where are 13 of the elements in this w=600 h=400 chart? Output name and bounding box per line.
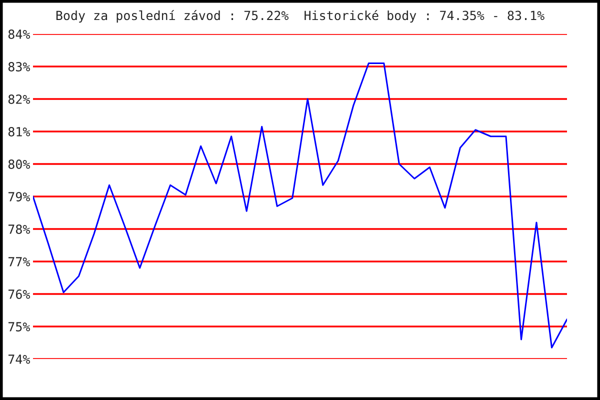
y-tick-label: 81% bbox=[8, 127, 30, 136]
chart-title: Body za poslední závod : 75.22% Historické body : 74.35% - 83.1% bbox=[56, 10, 544, 23]
y-tick-label: 82% bbox=[8, 94, 30, 104]
y-tick-label: 74% bbox=[8, 354, 30, 364]
y-tick-label: 78% bbox=[8, 224, 30, 234]
y-tick-label: 75% bbox=[8, 322, 30, 332]
y-tick-label: 79% bbox=[8, 192, 30, 202]
y-tick-label: 83% bbox=[8, 62, 30, 72]
line-series bbox=[33, 62, 567, 348]
y-tick-label: 77% bbox=[8, 257, 30, 266]
y-tick-label: 76% bbox=[8, 290, 30, 299]
y-tick-label: 80% bbox=[8, 160, 30, 169]
y-tick-label: 84% bbox=[8, 30, 30, 39]
